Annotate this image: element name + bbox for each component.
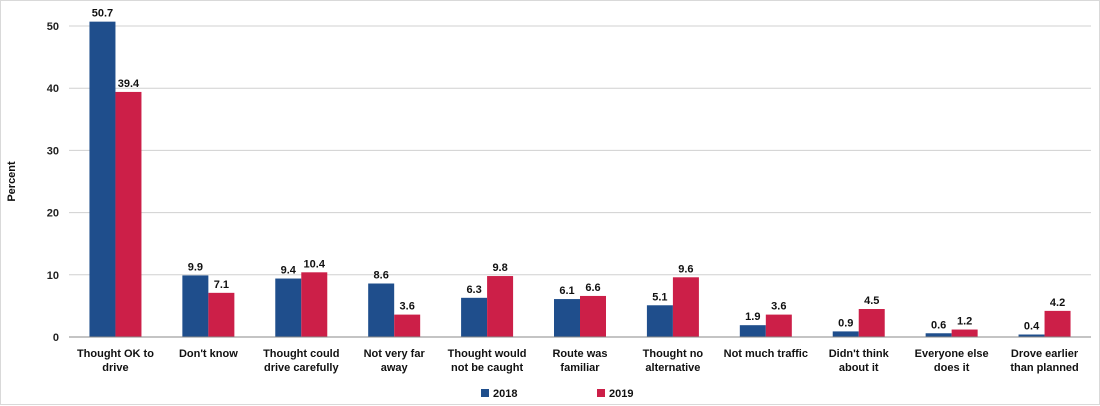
bar-2018-3: [368, 283, 395, 337]
data-label-2019-7: 3.6: [771, 301, 786, 313]
bar-2018-10: [1018, 334, 1045, 337]
data-label-2018-6: 5.1: [652, 291, 667, 303]
data-label-2018-4: 6.3: [466, 284, 481, 296]
category-label: Drove earlier than planned: [1010, 348, 1079, 374]
category-label-line: Don't know: [179, 348, 238, 360]
bar-2019-0: [115, 91, 142, 337]
bar-2019-6: [672, 277, 699, 337]
bar-2018-1: [182, 275, 209, 337]
bar-2019-2: [301, 272, 328, 337]
legend: 2018 2019: [481, 388, 633, 400]
data-label-2019-5: 6.6: [585, 282, 600, 294]
data-label-2018-2: 9.4: [281, 265, 297, 277]
y-tick-label: 20: [47, 208, 59, 220]
category-label-line: familiar: [560, 362, 600, 374]
legend-swatch-2019: [597, 389, 605, 397]
data-labels: 50.7 9.9 9.4 8.6 6.3 6.1 5.1 1.9 0.9 0.6 0.4 39.4 7.…: [92, 8, 1065, 333]
category-label-line: Everyone else: [915, 348, 989, 360]
category-label-line: about it: [839, 362, 879, 374]
data-label-2018-5: 6.1: [559, 285, 574, 297]
bar-2019-4: [487, 276, 514, 337]
data-label-2018-10: 0.4: [1024, 321, 1040, 333]
bar-2019-5: [580, 295, 606, 337]
category-label-line: away: [381, 362, 409, 374]
category-labels: Thought OK to drive Don't know Thought coul…: [77, 348, 1079, 374]
data-label-2018-7: 1.9: [745, 311, 760, 323]
category-label-line: Thought could: [263, 348, 339, 360]
data-label-2019-6: 9.6: [678, 263, 693, 275]
category-label-line: Thought would: [448, 348, 527, 360]
y-tick-label: 30: [47, 145, 59, 157]
category-label-line: Thought OK to: [77, 348, 154, 360]
y-axis-ticks: 0 10 20 30 40 50: [47, 21, 59, 344]
data-label-2019-0: 39.4: [118, 78, 140, 90]
bar-2018-6: [646, 305, 673, 337]
legend-swatch-2018: [481, 389, 489, 397]
legend-label-2018: 2018: [493, 388, 517, 400]
bar-2018-2: [275, 278, 302, 337]
bar-2019-3: [394, 314, 421, 337]
y-tick-label: 10: [47, 270, 59, 282]
bars: [89, 21, 1071, 338]
legend-label-2019: 2019: [609, 388, 633, 400]
category-label-line: Route was: [552, 348, 607, 360]
bar-2018-7: [739, 325, 766, 337]
bar-2018-4: [461, 297, 488, 337]
data-label-2019-4: 9.8: [492, 262, 507, 274]
bar-2018-5: [554, 299, 580, 337]
y-tick-label: 0: [53, 332, 59, 344]
category-label: Thought OK to drive: [77, 348, 154, 374]
category-label: Not much traffic: [724, 348, 808, 360]
bar-2019-7: [765, 314, 792, 337]
data-label-2019-9: 1.2: [957, 316, 972, 328]
category-label: Not very far away: [364, 348, 426, 374]
bar-2019-10: [1044, 310, 1071, 337]
category-label: Thought no alternative: [643, 348, 704, 374]
category-label-line: than planned: [1010, 362, 1078, 374]
data-label-2019-10: 4.2: [1050, 297, 1065, 309]
category-label: Don't know: [179, 348, 238, 360]
data-label-2019-1: 7.1: [214, 279, 229, 291]
bar-2019-1: [208, 292, 235, 337]
bar-2018-9: [925, 333, 952, 337]
y-tick-label: 50: [47, 21, 59, 33]
bar-2018-8: [832, 331, 859, 337]
category-label: Everyone else does it: [915, 348, 989, 374]
data-label-2019-2: 10.4: [304, 258, 326, 270]
category-label-line: Thought no: [643, 348, 704, 360]
data-label-2018-0: 50.7: [92, 8, 113, 20]
data-label-2018-3: 8.6: [374, 270, 389, 282]
category-label: Thought could drive carefully: [263, 348, 339, 374]
bar-2019-8: [858, 309, 885, 337]
bar-2019-9: [951, 329, 978, 337]
gridlines: [69, 25, 1091, 276]
category-label-line: not be caught: [451, 362, 523, 374]
category-label: Route was familiar: [552, 348, 607, 374]
y-tick-label: 40: [47, 83, 59, 95]
category-label-line: drive carefully: [264, 362, 339, 374]
data-label-2019-3: 3.6: [400, 301, 415, 313]
bar-2018-0: [89, 21, 116, 338]
data-label-2018-8: 0.9: [838, 317, 853, 329]
category-label-line: alternative: [645, 362, 700, 374]
category-label-line: does it: [934, 362, 970, 374]
category-label-line: Not much traffic: [724, 348, 808, 360]
data-label-2019-8: 4.5: [864, 295, 879, 307]
category-label-line: Drove earlier: [1011, 348, 1079, 360]
category-label-line: Didn't think: [829, 348, 890, 360]
category-label: Didn't think about it: [829, 348, 890, 374]
category-label: Thought would not be caught: [448, 348, 527, 374]
data-label-2018-1: 9.9: [188, 261, 203, 273]
category-label-line: drive: [102, 362, 128, 374]
category-label-line: Not very far: [364, 348, 426, 360]
y-axis-title: Percent: [6, 161, 18, 202]
data-label-2018-9: 0.6: [931, 319, 946, 331]
